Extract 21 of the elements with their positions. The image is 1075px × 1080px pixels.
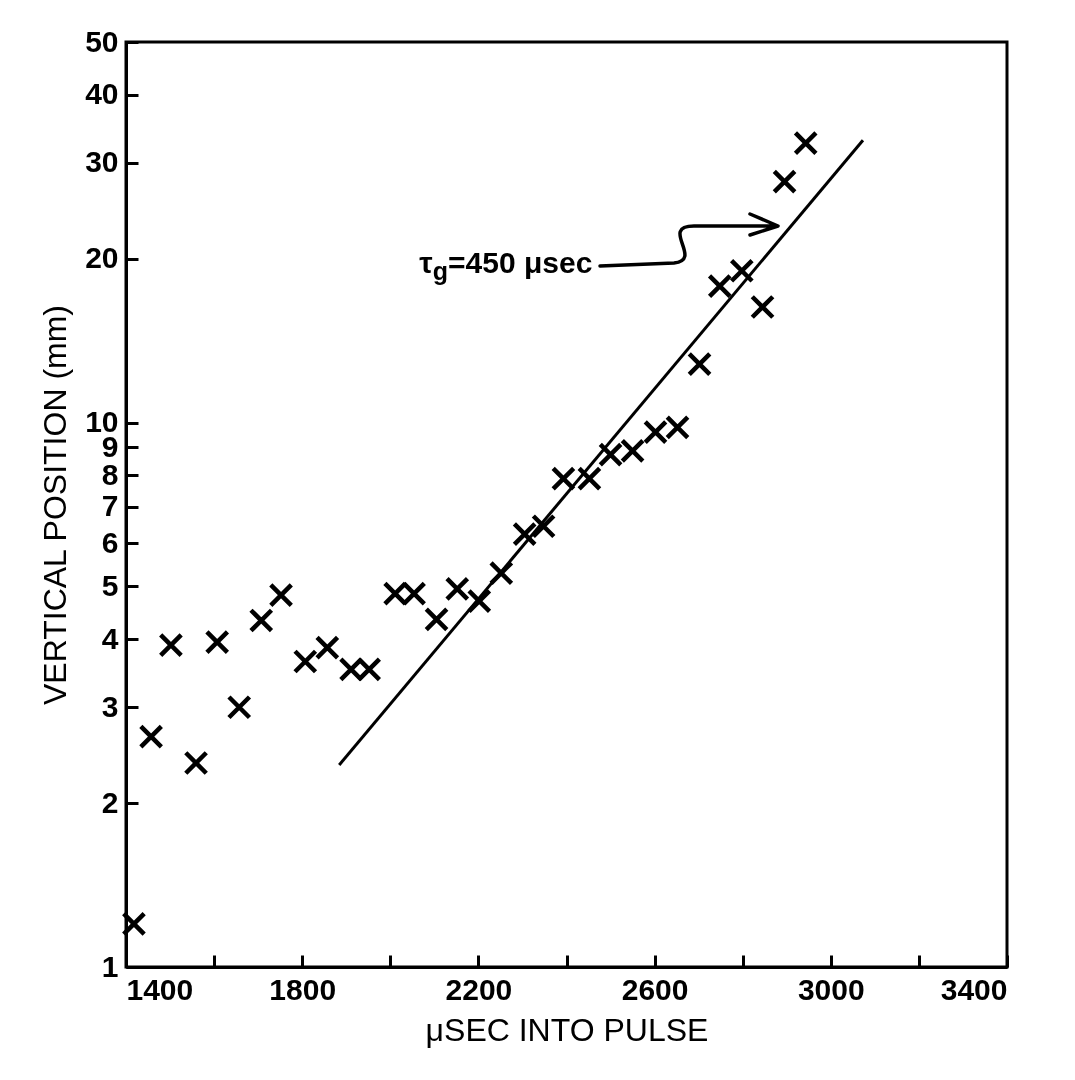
x-tick-label: 3400 [940,972,1008,1006]
x-tick-label: 1800 [269,972,337,1006]
y-axis-title: VERTICAL POSITION (mm) [37,304,74,706]
y-tick-label: 1 [101,949,119,983]
x-axis-title: μSEC INTO PULSE [425,1011,709,1048]
annotation: τ$_{g}$=450 μsec [419,245,593,286]
y-tick-label: 40 [85,77,119,111]
x-tick-label: 2200 [445,972,513,1006]
x-tick-label: 3000 [797,972,865,1006]
y-tick-label: 3 [101,689,119,723]
y-tick-label: 20 [85,241,119,275]
y-tick-label: 5 [101,568,119,602]
y-tick-label: 50 [85,24,119,58]
x-tick-label: 1400 [126,972,194,1006]
x-tick-label: 2600 [621,972,689,1006]
y-tick-label: 8 [101,457,119,491]
y-tick-label: 6 [101,525,119,559]
y-tick-label: 7 [101,489,119,523]
y-tick-label: 2 [101,785,119,819]
y-tick-label: 30 [85,145,119,179]
y-tick-label: 4 [101,621,119,655]
